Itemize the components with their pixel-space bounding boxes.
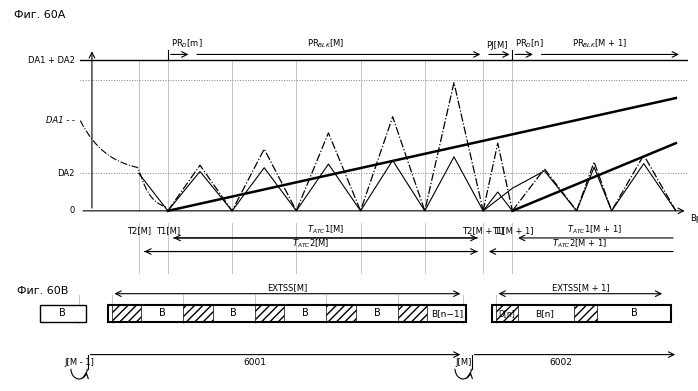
Bar (108, 305, 466, 322)
Text: $T_{ATC}$1[M + 1]: $T_{ATC}$1[M + 1] (567, 224, 622, 237)
Text: Фиг. 60А: Фиг. 60А (14, 10, 66, 20)
Text: EXTSS[M]: EXTSS[M] (267, 283, 308, 292)
Bar (112, 305, 141, 322)
Text: PR$_D$[n]: PR$_D$[n] (515, 38, 544, 50)
Bar (493, 305, 671, 322)
Text: T2[M]: T2[M] (126, 226, 151, 235)
Text: PR$_{BLK}$[M]: PR$_{BLK}$[M] (307, 38, 344, 50)
Bar (398, 305, 427, 322)
Text: $T_{ATC}$2[M + 1]: $T_{ATC}$2[M + 1] (552, 237, 607, 250)
Text: T2[M + 1]: T2[M + 1] (462, 226, 504, 235)
Text: EXTSS[M + 1]: EXTSS[M + 1] (551, 283, 609, 292)
Bar (183, 305, 212, 322)
Bar (40, 305, 86, 322)
Bar (496, 305, 519, 322)
Bar (327, 305, 356, 322)
Text: J[M - 1]: J[M - 1] (64, 358, 94, 367)
Text: DA2: DA2 (57, 169, 75, 178)
Text: B: B (373, 308, 380, 319)
Text: $T_{ATC}$1[M]: $T_{ATC}$1[M] (307, 224, 344, 237)
Text: $T_{ATC}$2[M]: $T_{ATC}$2[M] (292, 237, 329, 250)
Text: PR$_D$[m]: PR$_D$[m] (171, 38, 202, 50)
Text: J[M]: J[M] (455, 358, 471, 367)
Text: 6001: 6001 (244, 358, 267, 367)
Text: D[n]: D[n] (499, 309, 516, 318)
Text: B[n]: B[n] (535, 309, 554, 318)
Text: Фиг. 60В: Фиг. 60В (17, 285, 68, 296)
Bar (574, 305, 597, 322)
Text: T1[M + 1]: T1[M + 1] (491, 226, 533, 235)
Text: PJ[M]: PJ[M] (486, 41, 507, 50)
Text: B: B (158, 308, 165, 319)
Text: B: B (230, 308, 237, 319)
Text: B: B (631, 308, 637, 319)
Text: 6002: 6002 (549, 358, 572, 367)
Text: PR$_{BLK}$[M + 1]: PR$_{BLK}$[M + 1] (572, 38, 628, 50)
Text: DA1 - -: DA1 - - (45, 116, 75, 125)
Text: DA1 + DA2: DA1 + DA2 (27, 56, 75, 65)
Text: B[n−1]: B[n−1] (431, 309, 463, 318)
Text: B: B (59, 308, 66, 319)
Text: T1[M]: T1[M] (156, 226, 180, 235)
Text: 0: 0 (69, 206, 75, 215)
Bar (255, 305, 284, 322)
Text: Время: Время (690, 214, 698, 223)
Text: B: B (302, 308, 309, 319)
